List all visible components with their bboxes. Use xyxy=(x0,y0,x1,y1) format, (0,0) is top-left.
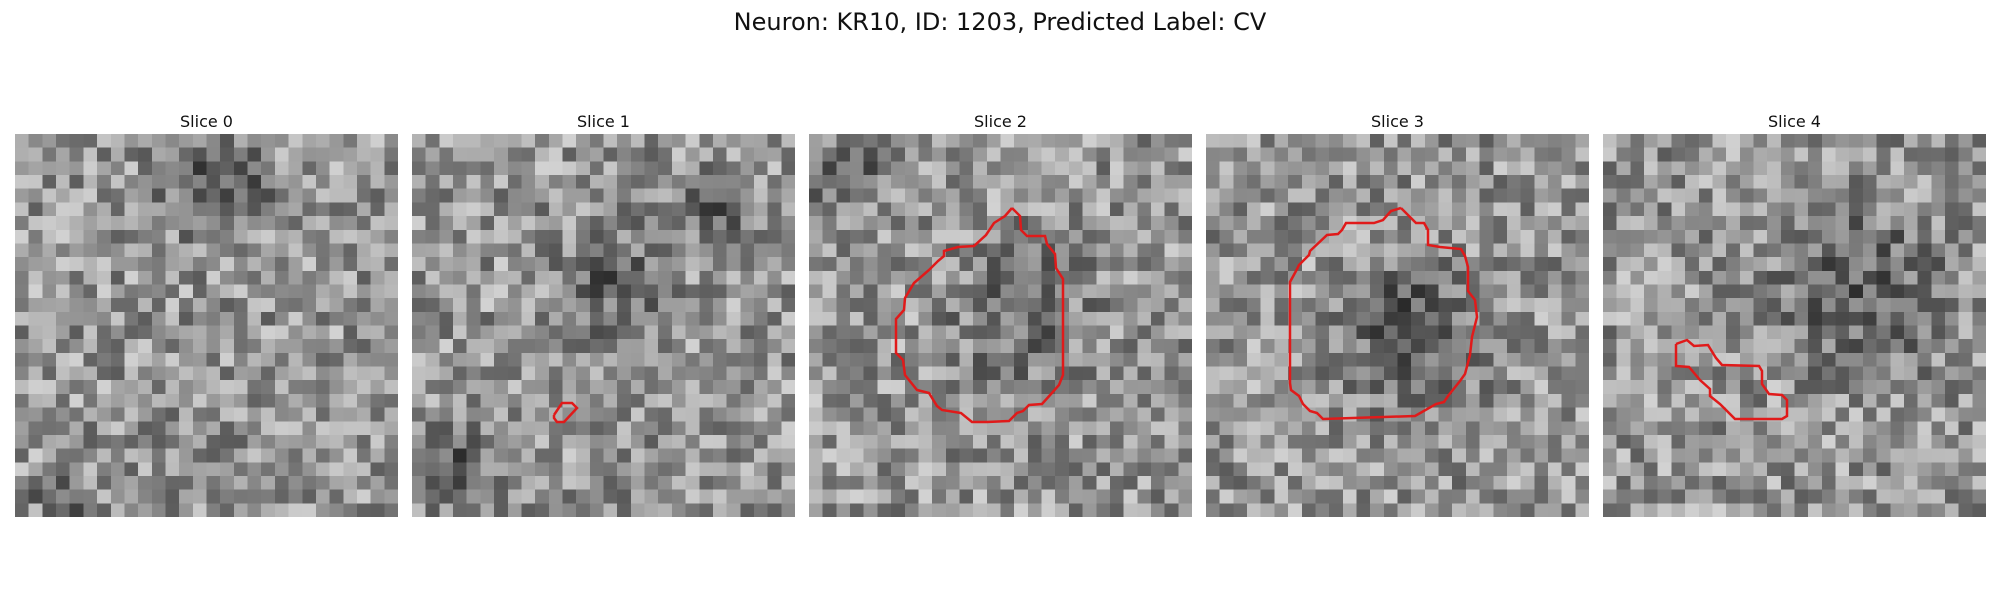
figure-title: Neuron: KR10, ID: 1203, Predicted Label:… xyxy=(733,8,1267,36)
grayscale-image xyxy=(15,134,398,517)
slice-panel-3: Slice 3 xyxy=(1206,112,1589,520)
slice-image xyxy=(1603,134,1986,517)
roi-contour xyxy=(552,401,579,424)
slice-title: Slice 4 xyxy=(1768,112,1821,131)
slice-title: Slice 3 xyxy=(1371,112,1424,131)
slice-image xyxy=(412,134,795,517)
grayscale-image xyxy=(809,134,1192,517)
slice-panel-1: Slice 1 xyxy=(412,112,795,520)
slice-panel-2: Slice 2 xyxy=(809,112,1192,520)
roi-overlay xyxy=(552,401,579,424)
roi-contour xyxy=(1674,338,1789,421)
roi-contour xyxy=(894,207,1065,424)
roi-overlay xyxy=(1674,338,1789,421)
slice-title: Slice 0 xyxy=(180,112,233,131)
roi-overlay xyxy=(894,207,1065,424)
grayscale-image xyxy=(1206,134,1589,517)
roi-overlay xyxy=(1288,206,1479,421)
slice-image xyxy=(809,134,1192,517)
roi-contour xyxy=(1288,206,1479,421)
slice-title: Slice 2 xyxy=(974,112,1027,131)
slice-panel-0: Slice 0 xyxy=(15,112,398,520)
slice-title: Slice 1 xyxy=(577,112,630,131)
grayscale-image xyxy=(1603,134,1986,517)
slice-panel-4: Slice 4 xyxy=(1603,112,1986,520)
grayscale-image xyxy=(412,134,795,517)
slice-image xyxy=(1206,134,1589,517)
slice-image xyxy=(15,134,398,517)
